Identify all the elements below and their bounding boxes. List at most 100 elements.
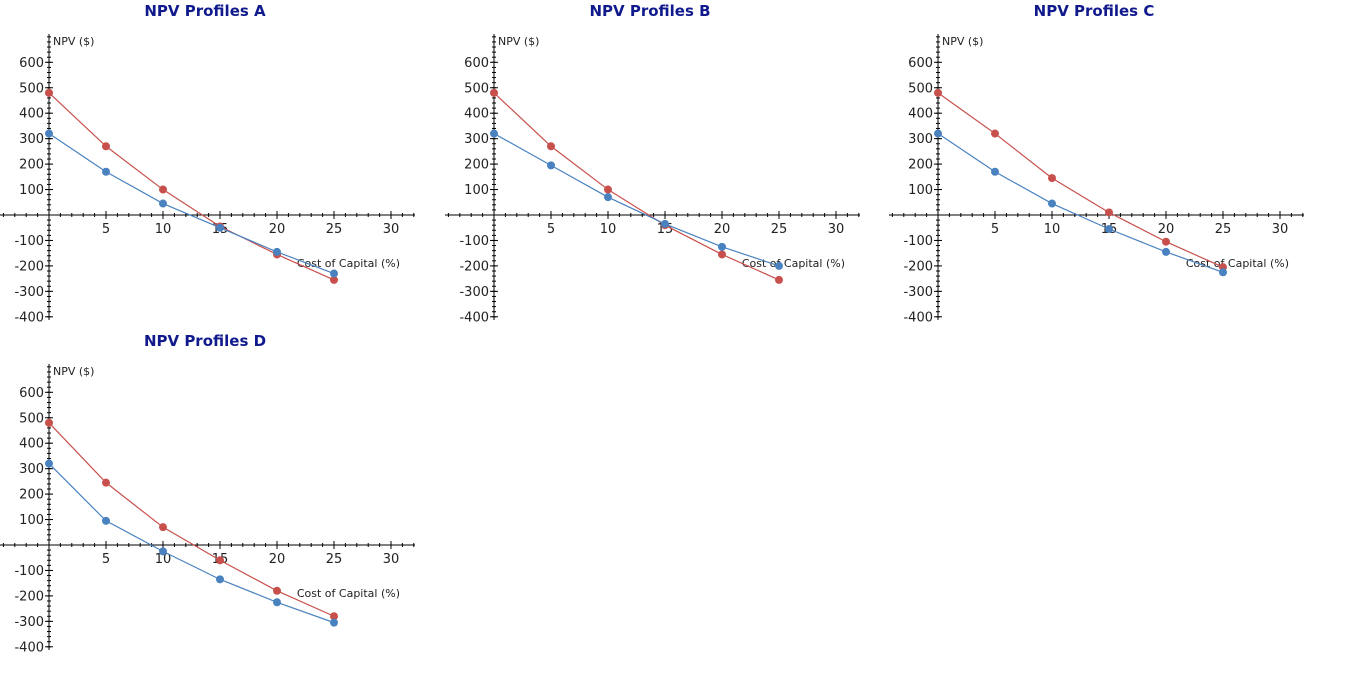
series-line-blue bbox=[493, 133, 780, 267]
y-tick-label: -300 bbox=[903, 285, 933, 300]
x-tick-label: 5 bbox=[102, 222, 110, 237]
series-line-red bbox=[48, 92, 335, 281]
chart-panel-b: NPV Profiles B 5 10 15 20 25 30 -400 -300 -200 -1… bbox=[445, 0, 885, 330]
chart-panel-c: NPV Profiles C 51015202530-400-300-200-1… bbox=[889, 0, 1329, 330]
data-point-red bbox=[547, 142, 555, 151]
series-line-red bbox=[493, 92, 780, 281]
x-tick-label: 20 bbox=[269, 222, 286, 237]
y-tick-label: 600 bbox=[464, 56, 489, 71]
y-tick-label: 200 bbox=[19, 488, 44, 503]
data-point-red bbox=[45, 418, 53, 427]
y-tick-label: 100 bbox=[908, 183, 933, 198]
series-line-blue bbox=[937, 133, 1224, 273]
y-axis-label: NPV ($) bbox=[498, 35, 539, 48]
chart-plot: 51015202530-400-300-200-1001002003004005… bbox=[0, 364, 415, 655]
data-point-blue bbox=[102, 167, 110, 176]
y-tick-label: 100 bbox=[19, 513, 44, 528]
data-point-red bbox=[102, 478, 110, 487]
y-tick-label: -100 bbox=[459, 234, 489, 249]
y-tick-label: -100 bbox=[14, 564, 44, 579]
y-tick-label: 400 bbox=[19, 107, 44, 122]
data-point-red bbox=[330, 275, 338, 284]
y-tick-label: 400 bbox=[19, 437, 44, 452]
y-tick-label: -200 bbox=[459, 259, 489, 274]
x-tick-label: 5 bbox=[102, 552, 110, 567]
data-point-blue bbox=[718, 242, 726, 251]
data-point-red bbox=[273, 586, 281, 595]
data-point-red bbox=[934, 88, 942, 97]
y-tick-label: -400 bbox=[903, 310, 933, 325]
x-tick-label: 30 bbox=[828, 222, 845, 237]
y-tick-label: -200 bbox=[903, 259, 933, 274]
y-tick-label: -400 bbox=[459, 310, 489, 325]
x-axis-label: Cost of Capital (%) bbox=[1186, 257, 1289, 270]
y-tick-label: -200 bbox=[14, 259, 44, 274]
y-tick-label: 400 bbox=[464, 107, 489, 122]
y-tick-label: 600 bbox=[19, 56, 44, 71]
data-point-red bbox=[102, 142, 110, 151]
series-line-blue bbox=[48, 463, 335, 624]
data-point-red bbox=[45, 88, 53, 97]
data-point-blue bbox=[775, 261, 783, 270]
data-point-blue bbox=[159, 199, 167, 208]
series-line-red bbox=[937, 92, 1224, 268]
y-axis-label: NPV ($) bbox=[53, 35, 94, 48]
y-axis-label: NPV ($) bbox=[53, 365, 94, 378]
data-point-blue bbox=[45, 129, 53, 138]
data-point-blue bbox=[159, 547, 167, 556]
data-point-blue bbox=[216, 223, 224, 232]
y-axis-label: NPV ($) bbox=[942, 35, 983, 48]
y-tick-label: -300 bbox=[14, 615, 44, 630]
data-point-red bbox=[775, 275, 783, 284]
data-point-blue bbox=[661, 219, 669, 228]
data-point-blue bbox=[102, 516, 110, 525]
x-tick-label: 10 bbox=[1044, 222, 1061, 237]
data-point-blue bbox=[45, 459, 53, 468]
y-tick-label: -200 bbox=[14, 589, 44, 604]
y-tick-label: 300 bbox=[464, 132, 489, 147]
data-point-red bbox=[991, 129, 999, 138]
data-point-blue bbox=[216, 575, 224, 584]
data-point-blue bbox=[1105, 224, 1113, 233]
y-tick-label: 200 bbox=[464, 158, 489, 173]
chart-title: NPV Profiles A bbox=[144, 2, 266, 20]
y-tick-label: 600 bbox=[19, 386, 44, 401]
data-point-blue bbox=[490, 129, 498, 138]
y-tick-label: 500 bbox=[908, 81, 933, 96]
x-tick-label: 5 bbox=[991, 222, 999, 237]
x-tick-label: 10 bbox=[600, 222, 617, 237]
x-tick-label: 20 bbox=[269, 552, 286, 567]
x-tick-label: 25 bbox=[326, 552, 343, 567]
chart-plot: 51015202530-400-300-200-1001002003004005… bbox=[0, 34, 415, 325]
data-point-blue bbox=[1048, 199, 1056, 208]
y-tick-label: 300 bbox=[19, 132, 44, 147]
y-tick-label: 100 bbox=[19, 183, 44, 198]
data-point-red bbox=[216, 556, 224, 565]
data-point-blue bbox=[547, 161, 555, 170]
y-tick-label: -100 bbox=[14, 234, 44, 249]
y-tick-label: 200 bbox=[908, 158, 933, 173]
x-axis-label: Cost of Capital (%) bbox=[297, 257, 400, 270]
data-point-red bbox=[159, 185, 167, 194]
y-tick-label: 300 bbox=[908, 132, 933, 147]
data-point-blue bbox=[604, 193, 612, 202]
data-point-red bbox=[1105, 208, 1113, 217]
x-tick-label: 30 bbox=[383, 552, 400, 567]
data-point-blue bbox=[1162, 247, 1170, 256]
x-tick-label: 25 bbox=[326, 222, 343, 237]
data-point-red bbox=[330, 612, 338, 621]
x-tick-label: 25 bbox=[1215, 222, 1232, 237]
series-line-blue bbox=[48, 133, 335, 275]
chart-panel-d: NPV Profiles D 51015202530-400-300-200-1… bbox=[0, 330, 440, 660]
y-tick-label: 500 bbox=[464, 81, 489, 96]
x-tick-label: 5 bbox=[547, 222, 555, 237]
y-tick-label: 300 bbox=[19, 462, 44, 477]
data-point-blue bbox=[273, 247, 281, 256]
data-point-blue bbox=[330, 618, 338, 627]
x-tick-label: 10 bbox=[155, 552, 172, 567]
data-point-red bbox=[1162, 237, 1170, 246]
chart-panel-a: NPV Profiles A 51015202530-400-300-200-1… bbox=[0, 0, 440, 330]
chart-title: NPV Profiles C bbox=[1033, 2, 1155, 20]
series-line-red bbox=[48, 422, 335, 617]
